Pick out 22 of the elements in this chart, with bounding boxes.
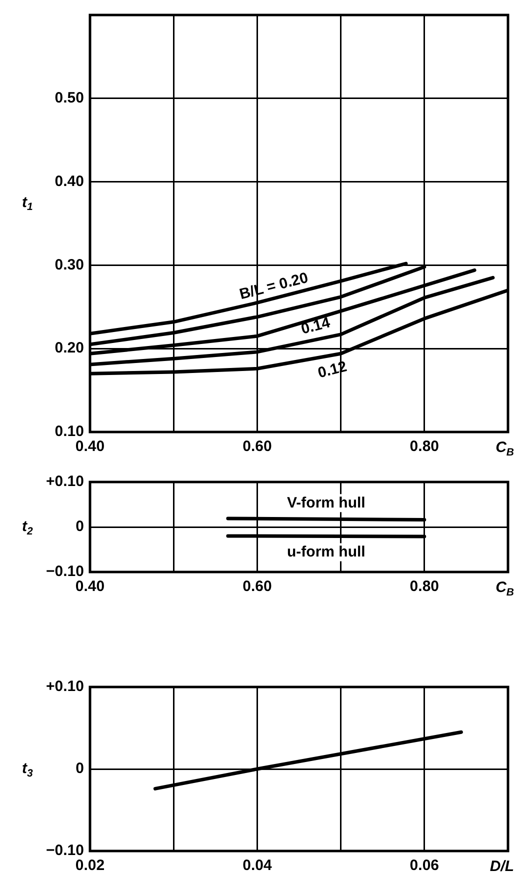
- x-tick-label: 0.80: [410, 578, 439, 596]
- x-tick-label: 0.06: [410, 857, 439, 874]
- y-tick-label: 0.50: [54, 90, 84, 107]
- x-tick-label: 0.60: [242, 578, 272, 596]
- series-label: u-form hull: [287, 543, 366, 560]
- y-tick-label: 0.10: [54, 423, 84, 440]
- y-tick-label: 0: [76, 518, 84, 536]
- y-tick-label: −0.10: [46, 842, 84, 860]
- y-tick-label: +0.10: [46, 678, 84, 696]
- y-tick-label: 0.40: [54, 172, 84, 190]
- x-tick-label: 0.80: [410, 438, 439, 456]
- annotation: 0.14: [299, 314, 333, 338]
- y-tick-label: 0.20: [54, 340, 84, 357]
- x-tick-label: 0.02: [75, 857, 105, 874]
- x-tick-label: 0.60: [242, 438, 272, 456]
- x-tick-label: 0.04: [242, 857, 272, 874]
- series-label: V-form hull: [287, 494, 366, 512]
- y-tick-label: +0.10: [46, 473, 84, 490]
- y-tick-label: −0.10: [46, 563, 84, 580]
- y-tick-label: 0.30: [54, 256, 84, 274]
- y-tick-label: 0: [76, 760, 84, 778]
- x-axis-title: D/L: [490, 858, 514, 876]
